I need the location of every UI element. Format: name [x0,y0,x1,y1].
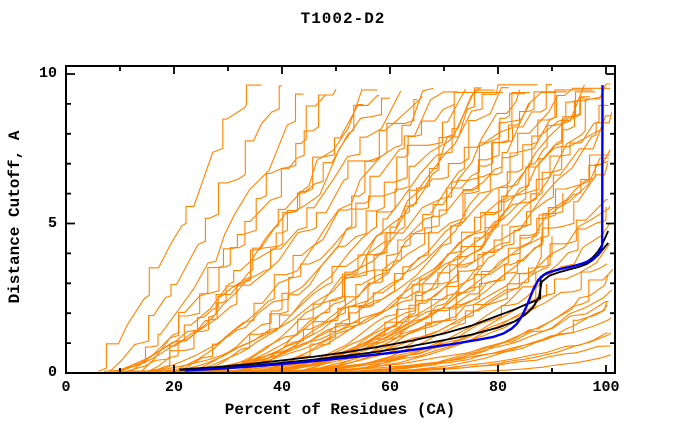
model-pool-curve [120,89,521,372]
model-pool-curve [136,91,458,372]
selected-model-black-2-curve [179,242,609,371]
model-pool-curve [260,104,609,372]
x-axis-label: Percent of Residues (CA) [224,401,456,419]
model-pool-curve [282,149,611,372]
plot-title: T1002-D2 [300,10,386,28]
x-tick-label: 40 [272,379,292,396]
x-tick-label: 0 [61,379,71,396]
model-pool-curve [103,95,380,372]
model-pool-curve [227,93,525,372]
model-pool-curve [217,84,538,373]
model-pool-curve [254,94,563,372]
model-pool-curve [271,100,580,373]
x-tick-label: 100 [592,379,620,396]
model-pool-curve [130,104,607,373]
model-pool-curve [195,87,482,373]
plot-frame [65,65,616,374]
model-pool-curve [108,85,282,373]
model-pool-curve [249,91,596,373]
model-pool-curve [119,93,304,373]
model-pool-curve [179,87,480,372]
model-pool-curve [292,96,601,372]
model-pool-curve [265,243,611,373]
model-pool-curve [233,89,495,373]
model-pool-curve [141,94,326,372]
model-pool-curve [184,103,456,373]
best-model-blue-curve [184,85,604,372]
model-pool-curve [173,87,434,372]
model-pool-curve [168,89,593,373]
axis-ticks [65,66,615,374]
model-pool-curve [114,103,363,372]
model-pool-curve [125,90,402,373]
model-pool-curve [211,154,611,372]
model-pool-curve [206,87,509,372]
model-pool-curve [244,91,556,373]
model-pool-curve [271,192,564,372]
y-tick-label: 0 [47,364,57,381]
model-pool-curve [190,91,530,373]
model-pool-curve [292,269,614,373]
model-pool-curve [98,84,262,372]
selected-model-black-1-curve [179,230,610,371]
model-pool-curve [309,206,607,372]
axes-frame [65,65,616,374]
x-tick-label: 60 [380,379,400,396]
x-tick-label: 20 [164,379,184,396]
y-tick-label: 5 [47,214,57,232]
model-pool-curve [200,88,467,373]
curves-layer [98,83,614,373]
model-pool-curve [163,98,417,372]
model-pool-curve [244,160,609,372]
y-tick-label: 10 [38,65,57,82]
x-tick-label: 80 [488,379,508,396]
model-pool-curve [146,97,390,373]
model-pool-curve [109,96,423,372]
